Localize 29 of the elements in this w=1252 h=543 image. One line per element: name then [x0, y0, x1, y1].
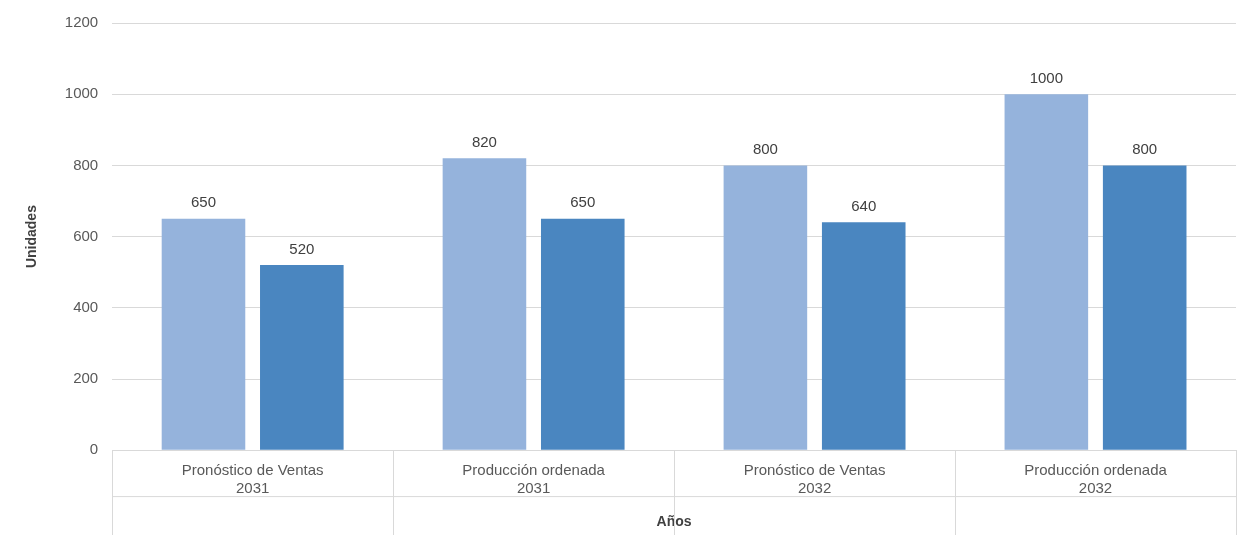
- bar: [723, 165, 808, 450]
- data-label: 1000: [1029, 68, 1064, 86]
- data-label: 640: [851, 197, 877, 214]
- y-axis-title: Unidades: [23, 204, 40, 269]
- x-tick-label: Pronóstico de Ventas 2031: [181, 461, 324, 497]
- data-label: 800: [752, 140, 778, 158]
- bar: [1102, 165, 1187, 450]
- bar: [540, 218, 625, 450]
- data-label: 520: [289, 239, 315, 257]
- bar: [821, 222, 906, 450]
- data-label: 820: [471, 132, 497, 150]
- x-axis-title: Años: [656, 513, 692, 530]
- x-tick-label: Producción ordenada 2032: [1024, 461, 1168, 497]
- x-tick-label: Producción ordenada 2031: [462, 461, 606, 497]
- x-tick-label: Pronóstico de Ventas 2032: [743, 461, 886, 497]
- data-label: 650: [570, 193, 596, 211]
- y-tick-label: 200: [73, 369, 99, 387]
- y-tick-label: 600: [73, 226, 99, 244]
- bar: [442, 158, 527, 450]
- bar: [161, 218, 246, 450]
- data-label: 650: [190, 193, 216, 211]
- y-tick-label: 400: [73, 297, 99, 315]
- bar: [260, 265, 344, 450]
- y-tick-label: 1200: [64, 13, 99, 31]
- y-tick-label: 0: [89, 440, 99, 458]
- y-tick-label: 800: [73, 155, 99, 173]
- data-label: 800: [1132, 140, 1158, 158]
- bar: [1004, 94, 1089, 450]
- y-tick-label: 1000: [64, 84, 99, 102]
